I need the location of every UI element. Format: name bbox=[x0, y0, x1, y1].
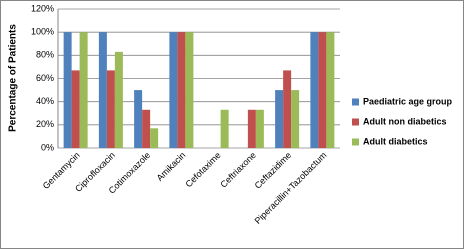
bar bbox=[142, 109, 151, 148]
legend-swatch bbox=[352, 118, 359, 126]
bar bbox=[310, 32, 319, 148]
bar bbox=[79, 32, 88, 148]
legend-swatch bbox=[352, 138, 359, 146]
bar bbox=[185, 32, 194, 148]
bar bbox=[291, 90, 300, 148]
legend-label: Paediatric age group bbox=[363, 96, 453, 106]
bar bbox=[275, 90, 284, 148]
bar bbox=[71, 70, 80, 148]
bar bbox=[247, 109, 256, 148]
bar bbox=[114, 51, 123, 148]
bar bbox=[106, 70, 115, 148]
y-axis-title: Percentage of Patients bbox=[8, 24, 19, 132]
legend-label: Adult diabetics bbox=[363, 136, 428, 146]
y-tick-label: 80% bbox=[36, 50, 54, 60]
legend-swatch bbox=[352, 98, 359, 106]
bar bbox=[177, 32, 186, 148]
y-tick-label: 120% bbox=[31, 3, 54, 13]
legend-label: Adult non diabetics bbox=[363, 116, 447, 126]
bar bbox=[220, 109, 229, 148]
bar bbox=[169, 32, 178, 148]
bar bbox=[255, 109, 264, 148]
bar bbox=[150, 128, 159, 148]
bar bbox=[283, 70, 292, 148]
y-tick-label: 100% bbox=[31, 27, 54, 37]
y-tick-label: 60% bbox=[36, 73, 54, 83]
bar bbox=[318, 32, 327, 148]
bar bbox=[98, 32, 107, 148]
y-tick-label: 20% bbox=[36, 119, 54, 129]
y-tick-label: 40% bbox=[36, 96, 54, 106]
bar bbox=[326, 32, 335, 148]
y-tick-label: 0% bbox=[41, 142, 54, 152]
bar bbox=[63, 32, 72, 148]
bar bbox=[134, 90, 143, 148]
